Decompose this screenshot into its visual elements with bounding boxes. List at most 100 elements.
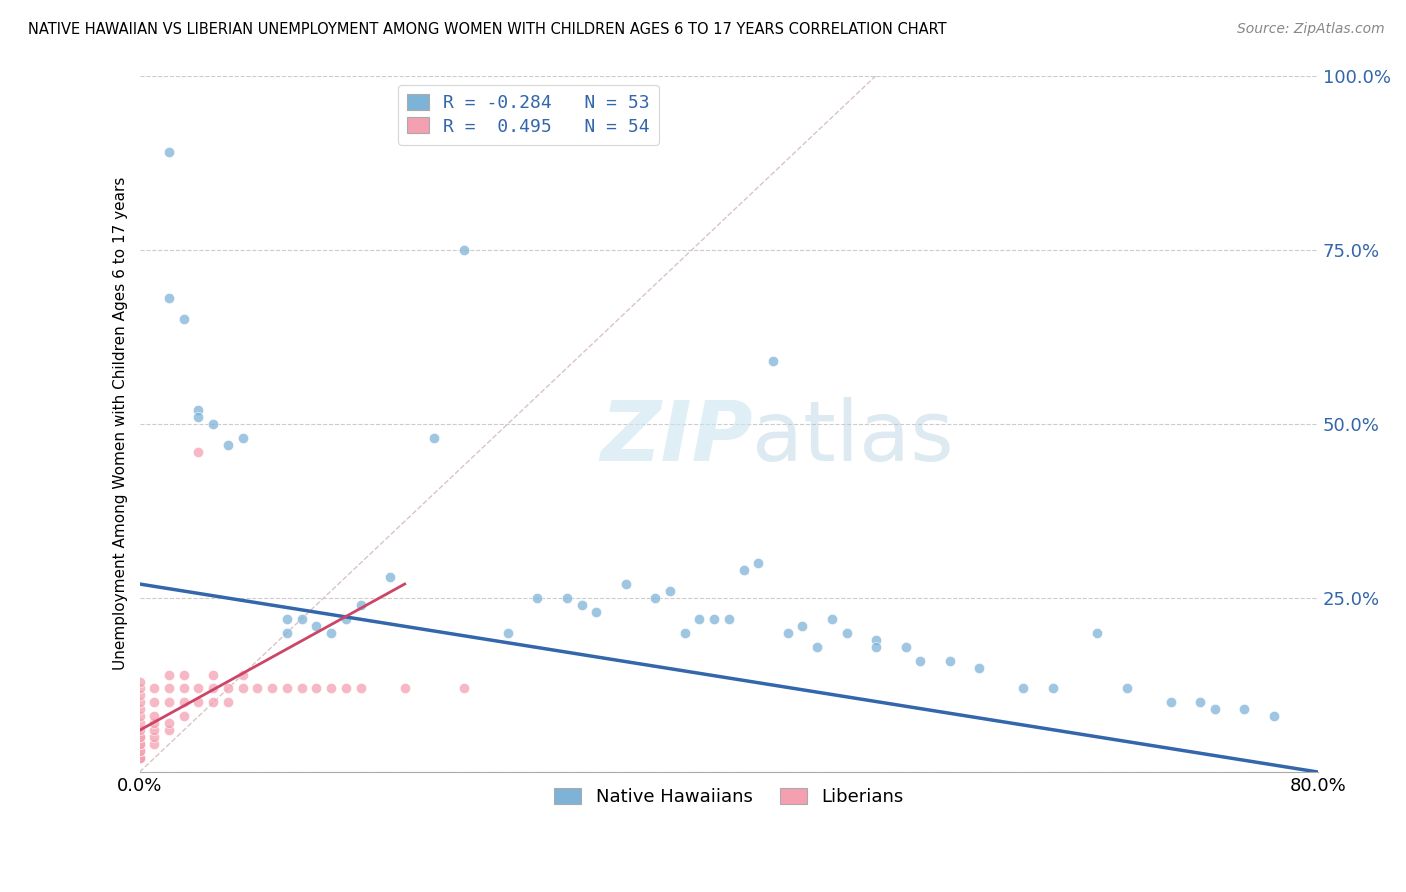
Point <box>187 681 209 696</box>
Point <box>835 625 858 640</box>
Point <box>688 612 710 626</box>
Point <box>157 667 180 681</box>
Point <box>526 591 548 605</box>
Point <box>644 591 666 605</box>
Point <box>128 744 150 758</box>
Point <box>128 751 150 765</box>
Point <box>128 751 150 765</box>
Point <box>394 681 416 696</box>
Point <box>173 681 195 696</box>
Point <box>453 243 475 257</box>
Point <box>143 737 166 751</box>
Point <box>128 751 150 765</box>
Point <box>453 681 475 696</box>
Point <box>865 632 887 647</box>
Point <box>157 716 180 731</box>
Point <box>173 312 195 326</box>
Legend: Native Hawaiians, Liberians: Native Hawaiians, Liberians <box>546 779 912 815</box>
Point <box>157 681 180 696</box>
Point <box>762 354 785 368</box>
Point <box>157 723 180 738</box>
Point <box>128 695 150 709</box>
Y-axis label: Unemployment Among Women with Children Ages 6 to 17 years: Unemployment Among Women with Children A… <box>114 178 128 671</box>
Point <box>806 640 828 654</box>
Point <box>319 681 342 696</box>
Point <box>128 702 150 716</box>
Point <box>128 681 150 696</box>
Point <box>614 577 637 591</box>
Point <box>865 640 887 654</box>
Point <box>128 723 150 738</box>
Point <box>202 667 225 681</box>
Point <box>776 625 799 640</box>
Point <box>1263 709 1285 723</box>
Point <box>143 695 166 709</box>
Point <box>217 438 239 452</box>
Point <box>1012 681 1035 696</box>
Point <box>187 402 209 417</box>
Point <box>703 612 725 626</box>
Point <box>305 619 328 633</box>
Point <box>349 681 371 696</box>
Point <box>821 612 844 626</box>
Point <box>128 737 150 751</box>
Point <box>910 654 932 668</box>
Point <box>335 681 357 696</box>
Point <box>246 681 269 696</box>
Point <box>717 612 740 626</box>
Point <box>157 695 180 709</box>
Point <box>291 681 314 696</box>
Point <box>939 654 962 668</box>
Point <box>658 584 681 599</box>
Point <box>157 145 180 160</box>
Point <box>202 695 225 709</box>
Point <box>1233 702 1256 716</box>
Point <box>173 667 195 681</box>
Point <box>335 612 357 626</box>
Point <box>262 681 284 696</box>
Point <box>1115 681 1137 696</box>
Point <box>733 563 755 577</box>
Point <box>128 716 150 731</box>
Point <box>143 709 166 723</box>
Text: atlas: atlas <box>752 397 955 478</box>
Point <box>1204 702 1226 716</box>
Point <box>128 709 150 723</box>
Point <box>128 689 150 703</box>
Point <box>276 625 298 640</box>
Point <box>1085 625 1108 640</box>
Text: NATIVE HAWAIIAN VS LIBERIAN UNEMPLOYMENT AMONG WOMEN WITH CHILDREN AGES 6 TO 17 : NATIVE HAWAIIAN VS LIBERIAN UNEMPLOYMENT… <box>28 22 946 37</box>
Point <box>585 605 607 619</box>
Point <box>496 625 519 640</box>
Point <box>232 681 254 696</box>
Point <box>349 598 371 612</box>
Point <box>276 681 298 696</box>
Point <box>128 674 150 689</box>
Text: ZIP: ZIP <box>600 397 752 478</box>
Point <box>232 667 254 681</box>
Point <box>894 640 917 654</box>
Point <box>571 598 593 612</box>
Point <box>128 751 150 765</box>
Point <box>143 681 166 696</box>
Point <box>143 716 166 731</box>
Point <box>128 737 150 751</box>
Point <box>187 444 209 458</box>
Text: Source: ZipAtlas.com: Source: ZipAtlas.com <box>1237 22 1385 37</box>
Point <box>187 409 209 424</box>
Point <box>291 612 314 626</box>
Point <box>1042 681 1064 696</box>
Point <box>173 709 195 723</box>
Point <box>305 681 328 696</box>
Point <box>1160 695 1182 709</box>
Point <box>423 431 446 445</box>
Point <box>378 570 401 584</box>
Point <box>792 619 814 633</box>
Point <box>128 731 150 745</box>
Point <box>673 625 696 640</box>
Point <box>1189 695 1212 709</box>
Point <box>555 591 578 605</box>
Point <box>128 744 150 758</box>
Point <box>202 681 225 696</box>
Point <box>128 731 150 745</box>
